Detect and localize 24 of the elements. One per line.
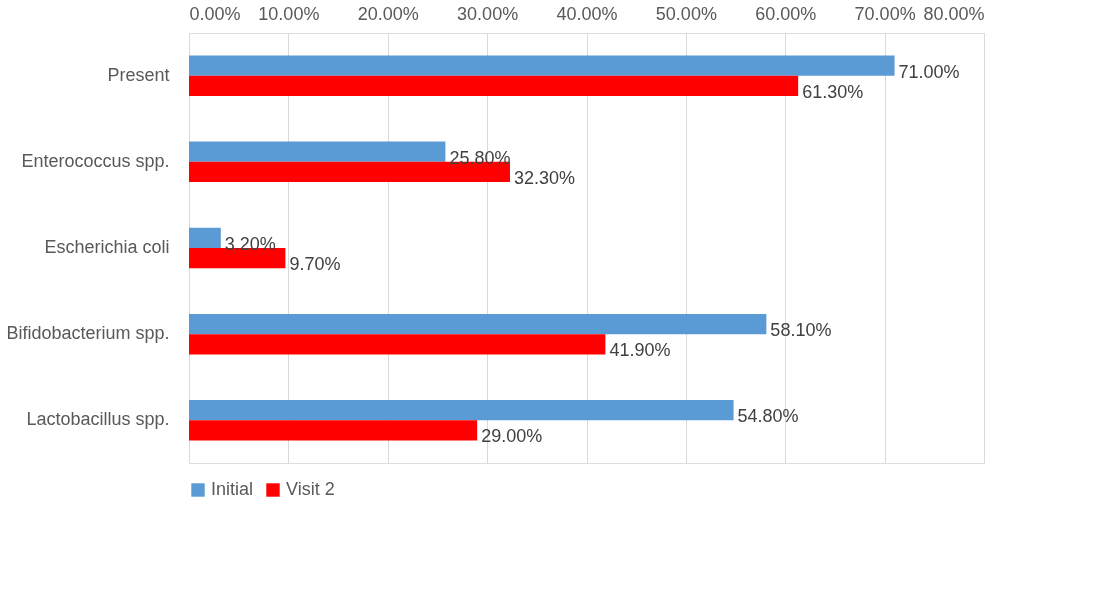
data-label: 29.00% [481, 426, 543, 447]
data-label: 58.10% [770, 320, 832, 341]
x-tick-label: 70.00% [854, 3, 916, 24]
x-tick-label: 80.00% [923, 3, 985, 24]
x-tick-label: 0.00% [189, 3, 241, 24]
x-tick-label: 60.00% [755, 3, 817, 24]
x-tick-label: 20.00% [357, 3, 419, 24]
x-tick-label: 40.00% [556, 3, 618, 24]
legend-label: Visit 2 [286, 479, 335, 499]
y-tick-label: Escherichia coli [44, 237, 170, 257]
x-tick-label: 30.00% [457, 3, 519, 24]
legend-label: Initial [211, 479, 254, 499]
data-label: 41.90% [609, 340, 671, 361]
x-tick-label: 10.00% [258, 3, 320, 24]
y-tick-label: Lactobacillus spp. [26, 409, 170, 430]
data-label: 71.00% [898, 61, 960, 82]
data-label: 9.70% [289, 254, 341, 275]
y-tick-label: Bifidobacterium spp. [6, 323, 170, 344]
data-label: 54.80% [737, 406, 799, 427]
data-label: 61.30% [802, 81, 864, 102]
y-tick-label: Present [107, 64, 170, 85]
y-tick-label: Enterococcus spp. [21, 150, 170, 171]
x-tick-label: 50.00% [655, 3, 717, 24]
data-label: 32.30% [513, 167, 576, 188]
